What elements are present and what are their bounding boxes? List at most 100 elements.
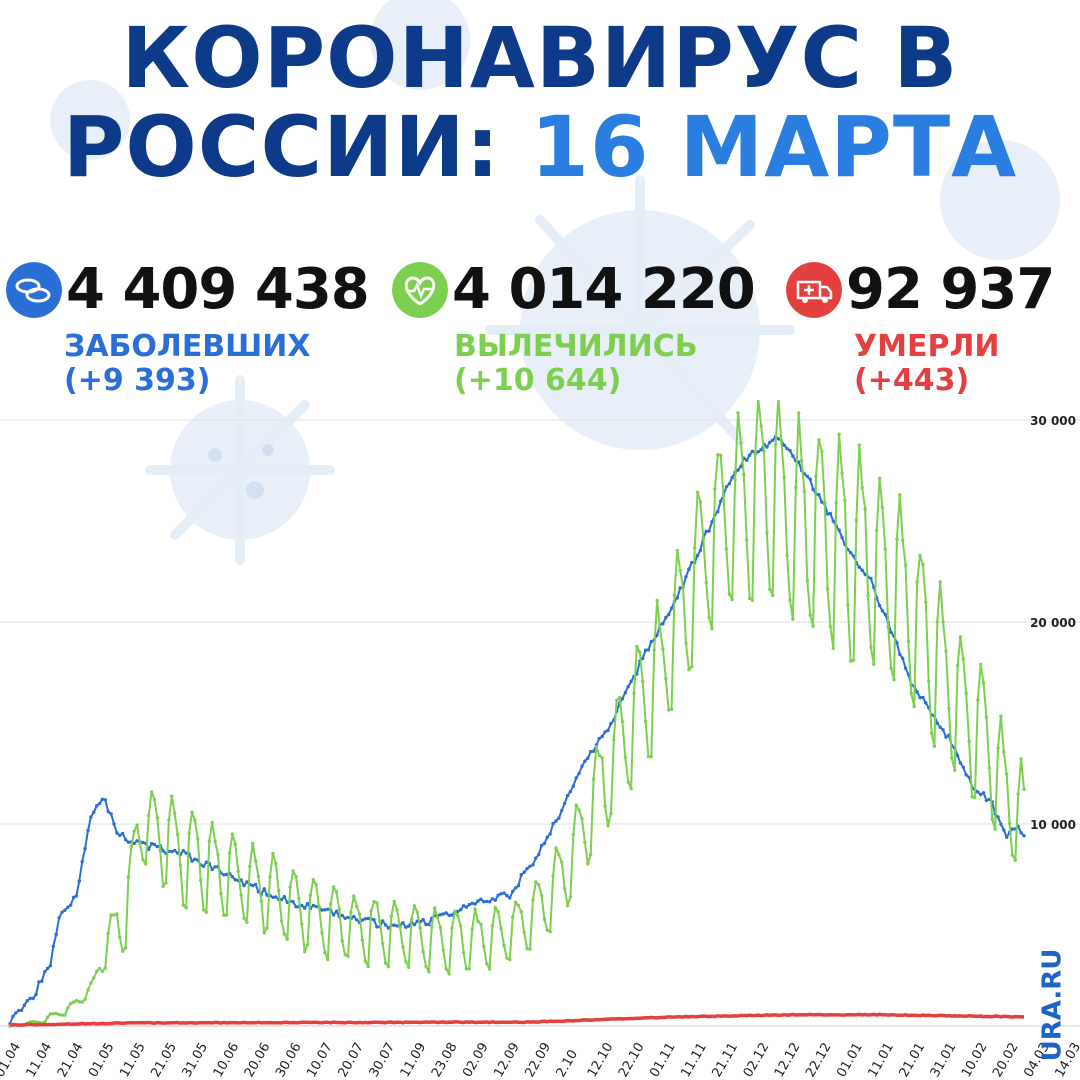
x-tick-label: 21.01 (897, 1040, 929, 1080)
x-tick-label: 20.06 (242, 1040, 274, 1080)
series-point-0 (750, 449, 755, 453)
series-point-0 (684, 575, 688, 579)
series-point-0 (623, 690, 627, 695)
ura-logo: URA.RU (1037, 949, 1070, 1070)
series-point-1 (851, 658, 856, 662)
series-point-0 (840, 535, 844, 540)
series-point-1 (346, 954, 350, 958)
series-point-1 (251, 841, 255, 845)
series-point-1 (158, 848, 162, 853)
series-point-1 (305, 942, 310, 947)
series-point-1 (655, 598, 659, 603)
series-point-1 (470, 927, 474, 931)
series-point-0 (577, 771, 581, 776)
series-point-1 (589, 852, 593, 857)
cases-total: 4 409 438 (66, 257, 370, 322)
series-point-1 (753, 451, 757, 455)
series-point-1 (184, 906, 188, 910)
series-point-0 (326, 907, 330, 911)
series-point-0 (89, 815, 93, 819)
x-tick-label: 10.07 (304, 1040, 336, 1080)
series-point-1 (421, 950, 425, 954)
x-tick-label: 12.09 (491, 1040, 523, 1080)
series-point-0 (606, 728, 610, 733)
series-point-1 (418, 926, 422, 930)
series-point-0 (222, 873, 226, 877)
series-point-0 (444, 911, 448, 915)
series-point-0 (279, 897, 284, 902)
series-point-1 (147, 813, 151, 818)
x-tick-label: 22.09 (522, 1040, 554, 1080)
series-point-1 (60, 1013, 64, 1017)
series-point-1 (542, 917, 547, 921)
series-point-1 (123, 946, 128, 950)
series-point-1 (840, 471, 844, 475)
series-point-0 (60, 910, 64, 914)
series-point-1 (583, 840, 587, 844)
series-point-0 (381, 919, 385, 923)
series-point-1 (375, 901, 379, 905)
series-point-1 (138, 842, 142, 846)
series-point-0 (383, 923, 388, 927)
x-tick-label: 02.12 (741, 1040, 773, 1080)
y-tick-label: 30 000 (1030, 414, 1076, 428)
series-point-0 (941, 728, 945, 732)
series-point-1 (799, 458, 804, 463)
series-point-1 (412, 904, 417, 908)
series-point-0 (583, 759, 587, 763)
series-point-1 (958, 635, 963, 639)
series-point-1 (435, 916, 440, 920)
series-point-0 (811, 487, 815, 491)
series-point-1 (597, 753, 601, 757)
series-point-1 (297, 896, 301, 901)
series-point-0 (438, 913, 443, 917)
series-point-0 (629, 679, 633, 684)
series-point-1 (311, 878, 315, 882)
series-point-0 (210, 867, 214, 872)
series-point-1 (831, 646, 835, 650)
series-point-0 (534, 856, 538, 860)
series-point-1 (643, 719, 648, 723)
series-point-0 (51, 944, 55, 948)
series-point-1 (976, 698, 980, 702)
series-point-1 (707, 615, 711, 620)
x-tick-label: 11.01 (865, 1040, 897, 1080)
x-tick-label: 02.09 (460, 1040, 492, 1080)
series-point-1 (551, 874, 555, 878)
y-tick-label: 20 000 (1030, 616, 1076, 630)
series-point-1 (906, 639, 911, 644)
series-point-0 (808, 477, 812, 481)
series-point-1 (537, 883, 541, 887)
series-point-1 (560, 860, 564, 865)
series-point-1 (161, 884, 165, 888)
series-point-1 (126, 875, 131, 879)
series-point-0 (173, 848, 177, 853)
series-point-0 (184, 851, 188, 855)
series-point-1 (1010, 853, 1015, 857)
series-point-1 (505, 956, 509, 960)
series-point-1 (360, 938, 365, 942)
series-point-0 (678, 586, 682, 590)
series-point-0 (45, 966, 50, 971)
series-point-0 (242, 883, 246, 888)
series-point-1 (456, 913, 460, 918)
series-point-0 (499, 892, 503, 896)
series-point-0 (981, 791, 986, 795)
series-point-1 (389, 914, 393, 918)
series-point-1 (600, 756, 604, 760)
series-point-0 (525, 866, 529, 871)
series-point-1 (268, 875, 272, 879)
series-point-1 (664, 676, 668, 681)
series-point-1 (129, 844, 133, 849)
series-point-1 (349, 910, 353, 914)
series-point-1 (173, 811, 177, 815)
series-point-0 (918, 695, 922, 700)
stat-deaths: 92 937 УМЕРЛИ (+443) (786, 256, 1076, 406)
series-point-0 (768, 440, 772, 444)
x-tick-label: 31.01 (928, 1040, 960, 1080)
series-point-1 (401, 945, 405, 949)
series-point-1 (713, 487, 717, 491)
series-point-1 (511, 915, 515, 919)
series-point-1 (525, 946, 529, 951)
series-point-1 (675, 548, 679, 553)
